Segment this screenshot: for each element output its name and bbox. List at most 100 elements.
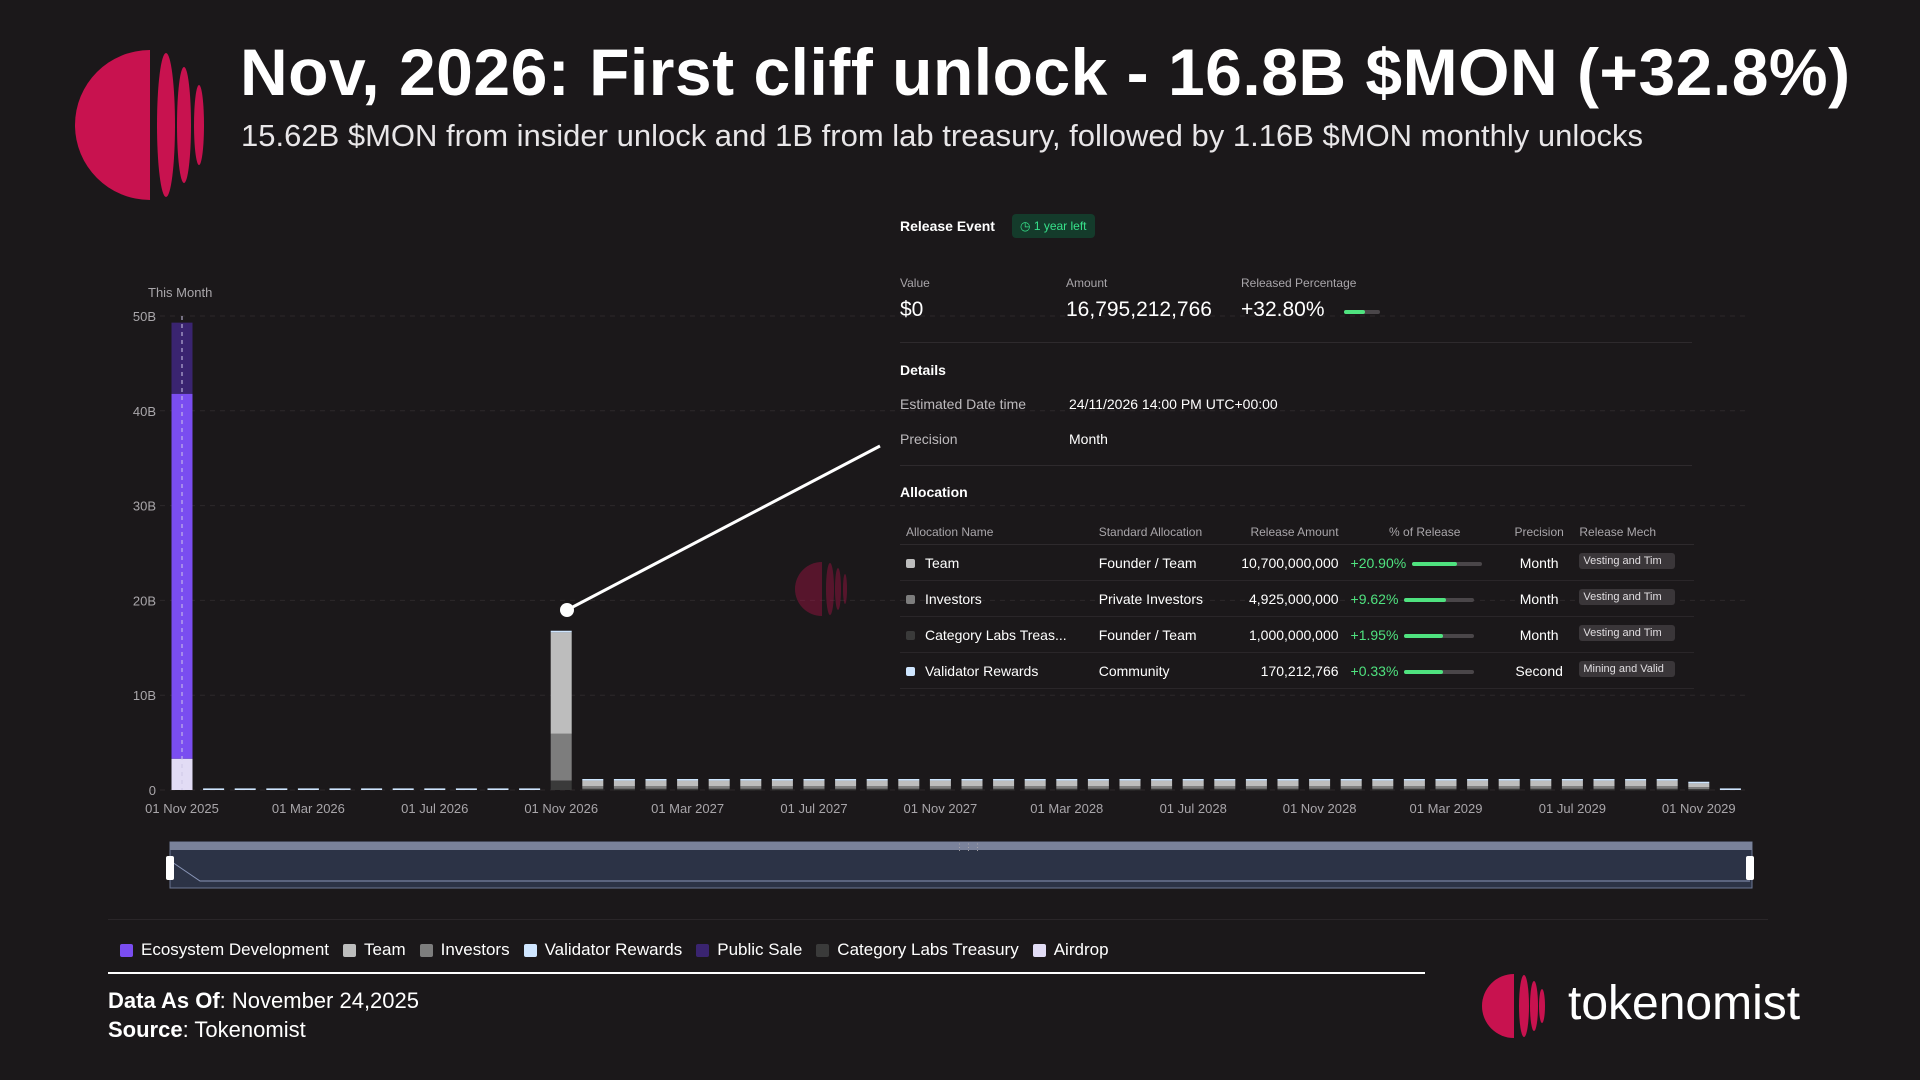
bar-segment-validator-rewards[interactable] xyxy=(708,779,730,781)
legend-item[interactable]: Team xyxy=(343,940,406,960)
bar-segment-validator-rewards[interactable] xyxy=(803,779,825,781)
bar-segment-validator-rewards[interactable] xyxy=(550,630,572,633)
bar-segment-category-labs-treasury[interactable] xyxy=(1182,788,1204,791)
bar-segment-investors[interactable] xyxy=(1656,786,1678,789)
bar-segment-validator-rewards[interactable] xyxy=(1403,779,1425,781)
bar-segment-investors[interactable] xyxy=(1593,786,1615,789)
bar-segment-validator-rewards[interactable] xyxy=(898,779,920,781)
bar-segment-category-labs-treasury[interactable] xyxy=(1467,788,1489,791)
bar-segment-category-labs-treasury[interactable] xyxy=(1214,788,1236,791)
bar-segment-investors[interactable] xyxy=(1467,786,1489,789)
bar-segment-validator-rewards[interactable] xyxy=(1625,779,1647,781)
bar-segment-team[interactable] xyxy=(1277,780,1299,787)
bar-segment-category-labs-treasury[interactable] xyxy=(1024,788,1046,791)
bar-segment-investors[interactable] xyxy=(1435,786,1457,789)
bar-segment-team[interactable] xyxy=(645,780,667,787)
table-row[interactable]: Investors Private Investors 4,925,000,000 +… xyxy=(900,580,1694,617)
legend-item[interactable]: Category Labs Treasury xyxy=(816,940,1019,960)
legend-item[interactable]: Public Sale xyxy=(696,940,802,960)
bar-segment-investors[interactable] xyxy=(550,733,572,781)
bar-segment-investors[interactable] xyxy=(835,786,857,789)
bar-segment-validator-rewards[interactable] xyxy=(1593,779,1615,781)
bar-segment-validator-rewards[interactable] xyxy=(1340,779,1362,781)
bar-segment-team[interactable] xyxy=(1498,780,1520,787)
bar-segment-team[interactable] xyxy=(1151,780,1173,787)
bar-segment-category-labs-treasury[interactable] xyxy=(550,780,572,790)
bar-segment-validator-rewards[interactable] xyxy=(329,788,351,790)
bar-segment-investors[interactable] xyxy=(1340,786,1362,789)
bar-segment-category-labs-treasury[interactable] xyxy=(1245,788,1267,791)
bar-segment-category-labs-treasury[interactable] xyxy=(1403,788,1425,791)
bar-segment-team[interactable] xyxy=(1688,783,1710,788)
bar-segment-team[interactable] xyxy=(708,780,730,787)
bar-segment-validator-rewards[interactable] xyxy=(1656,779,1678,781)
bar-segment-validator-rewards[interactable] xyxy=(1119,779,1141,781)
bar-segment-validator-rewards[interactable] xyxy=(424,788,446,790)
bar-segment-investors[interactable] xyxy=(1151,786,1173,789)
bar-segment-category-labs-treasury[interactable] xyxy=(1498,788,1520,791)
bar-segment-investors[interactable] xyxy=(898,786,920,789)
bar-segment-category-labs-treasury[interactable] xyxy=(677,788,699,791)
bar-segment-category-labs-treasury[interactable] xyxy=(645,788,667,791)
bar-segment-team[interactable] xyxy=(1214,780,1236,787)
bar-segment-investors[interactable] xyxy=(1372,786,1394,789)
table-row[interactable]: Validator Rewards Community 170,212,766 +0.… xyxy=(900,652,1694,689)
bar-segment-validator-rewards[interactable] xyxy=(1498,779,1520,781)
bar-segment-team[interactable] xyxy=(1119,780,1141,787)
bar-segment-category-labs-treasury[interactable] xyxy=(993,788,1015,791)
legend-item[interactable]: Investors xyxy=(419,940,510,960)
legend-item[interactable]: Validator Rewards xyxy=(523,940,682,960)
bar-segment-validator-rewards[interactable] xyxy=(1151,779,1173,781)
bar-segment-validator-rewards[interactable] xyxy=(1530,779,1552,781)
bar-segment-category-labs-treasury[interactable] xyxy=(1277,788,1299,791)
bar-segment-team[interactable] xyxy=(613,780,635,787)
bar-segment-investors[interactable] xyxy=(1024,786,1046,789)
bar-segment-investors[interactable] xyxy=(1309,786,1331,789)
bar-segment-validator-rewards[interactable] xyxy=(1688,781,1710,784)
bar-segment-investors[interactable] xyxy=(866,786,888,789)
bar-segment-team[interactable] xyxy=(835,780,857,787)
bar-segment-team[interactable] xyxy=(1245,780,1267,787)
bar-segment-validator-rewards[interactable] xyxy=(1467,779,1489,781)
bar-segment-validator-rewards[interactable] xyxy=(993,779,1015,781)
bar-segment-validator-rewards[interactable] xyxy=(613,779,635,781)
bar-segment-validator-rewards[interactable] xyxy=(234,788,256,790)
bar-segment-validator-rewards[interactable] xyxy=(203,788,225,790)
bar-segment-validator-rewards[interactable] xyxy=(866,779,888,781)
bar-segment-investors[interactable] xyxy=(708,786,730,789)
bar-segment-investors[interactable] xyxy=(803,786,825,789)
bar-segment-team[interactable] xyxy=(740,780,762,787)
bar-segment-validator-rewards[interactable] xyxy=(582,779,604,781)
bar-segment-category-labs-treasury[interactable] xyxy=(929,788,951,791)
range-handle-right[interactable] xyxy=(1746,856,1754,880)
bar-segment-investors[interactable] xyxy=(993,786,1015,789)
bar-segment-investors[interactable] xyxy=(1561,786,1583,789)
bar-segment-team[interactable] xyxy=(1056,780,1078,787)
bar-segment-validator-rewards[interactable] xyxy=(1561,779,1583,781)
bar-segment-team[interactable] xyxy=(929,780,951,787)
legend-item[interactable]: Ecosystem Development xyxy=(120,940,329,960)
bar-segment-team[interactable] xyxy=(1087,780,1109,787)
bar-segment-team[interactable] xyxy=(1182,780,1204,787)
bar-segment-category-labs-treasury[interactable] xyxy=(803,788,825,791)
range-slider[interactable]: ⋮⋮⋮ xyxy=(166,841,1754,889)
bar-segment-team[interactable] xyxy=(1656,780,1678,787)
bar-segment-category-labs-treasury[interactable] xyxy=(961,788,983,791)
bar-segment-team[interactable] xyxy=(1024,780,1046,787)
bar-segment-category-labs-treasury[interactable] xyxy=(1340,788,1362,791)
bar-segment-team[interactable] xyxy=(1309,780,1331,787)
bar-segment-investors[interactable] xyxy=(1087,786,1109,789)
legend-item[interactable]: Airdrop xyxy=(1032,940,1109,960)
bar-segment-validator-rewards[interactable] xyxy=(266,788,288,790)
bar-segment-team[interactable] xyxy=(771,780,793,787)
bar-segment-investors[interactable] xyxy=(929,786,951,789)
bar-segment-team[interactable] xyxy=(1467,780,1489,787)
bar-segment-category-labs-treasury[interactable] xyxy=(582,788,604,791)
bar-segment-validator-rewards[interactable] xyxy=(1024,779,1046,781)
bar-segment-investors[interactable] xyxy=(740,786,762,789)
bar-segment-team[interactable] xyxy=(1530,780,1552,787)
bar-segment-team[interactable] xyxy=(1561,780,1583,787)
bar-segment-category-labs-treasury[interactable] xyxy=(1056,788,1078,791)
bar-segment-validator-rewards[interactable] xyxy=(740,779,762,781)
bar-segment-investors[interactable] xyxy=(1498,786,1520,789)
